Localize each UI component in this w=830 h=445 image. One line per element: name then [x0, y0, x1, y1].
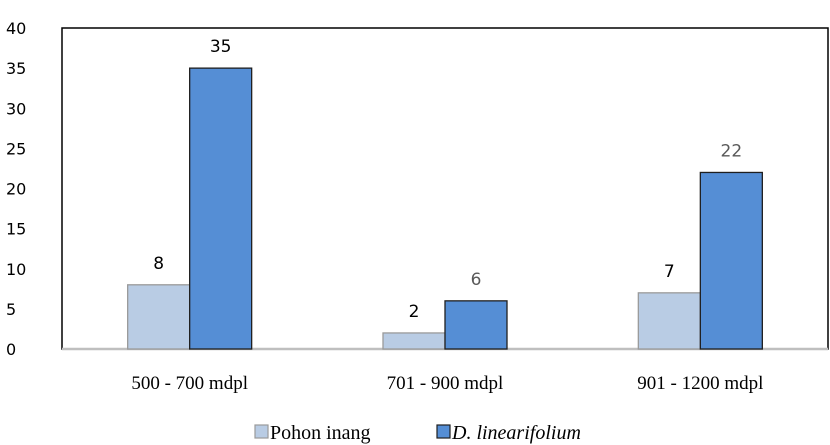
data-label: 6: [471, 270, 482, 290]
data-label: 8: [153, 254, 164, 274]
y-tick-label: 30: [6, 99, 26, 118]
y-tick-label: 15: [6, 220, 26, 239]
y-tick-label: 5: [6, 300, 16, 319]
y-tick-label: 25: [6, 139, 26, 158]
data-labels: 8 35 2 6 7 22: [153, 37, 742, 322]
y-tick-label: 10: [6, 260, 26, 279]
x-tick-label: 500 - 700 mdpl: [131, 373, 248, 394]
bar-pohon-inang-2: [637, 292, 701, 350]
y-tick-label: 35: [6, 59, 26, 78]
bar-d-linearifolium-1: [444, 300, 508, 350]
x-tick-label: 901 - 1200 mdpl: [637, 373, 763, 394]
data-label: 22: [721, 141, 743, 161]
legend-label-d-linearifolium: D. linearifolium: [451, 422, 581, 444]
legend: Pohon inang D. linearifolium: [254, 422, 581, 444]
y-tick-label: 20: [6, 180, 26, 199]
data-label: 2: [409, 302, 420, 322]
y-tick-label: 40: [6, 19, 26, 38]
bar-pohon-inang-0: [127, 284, 191, 350]
data-label: 7: [664, 262, 675, 282]
data-label: 35: [210, 37, 232, 57]
bar-d-linearifolium-2: [699, 171, 763, 350]
legend-swatch-pohon-inang: [254, 424, 269, 439]
legend-swatch-d-linearifolium: [436, 424, 451, 439]
bar-d-linearifolium-0: [189, 67, 253, 350]
legend-label-pohon-inang: Pohon inang: [270, 422, 371, 444]
bars: [127, 67, 763, 350]
y-axis: 0 5 10 15 20 25 30 35 40: [6, 19, 26, 359]
y-tick-label: 0: [6, 340, 16, 359]
x-tick-label: 701 - 900 mdpl: [387, 373, 504, 394]
bar-pohon-inang-1: [382, 332, 446, 350]
x-axis: 500 - 700 mdpl 701 - 900 mdpl 901 - 1200 m…: [131, 373, 763, 394]
